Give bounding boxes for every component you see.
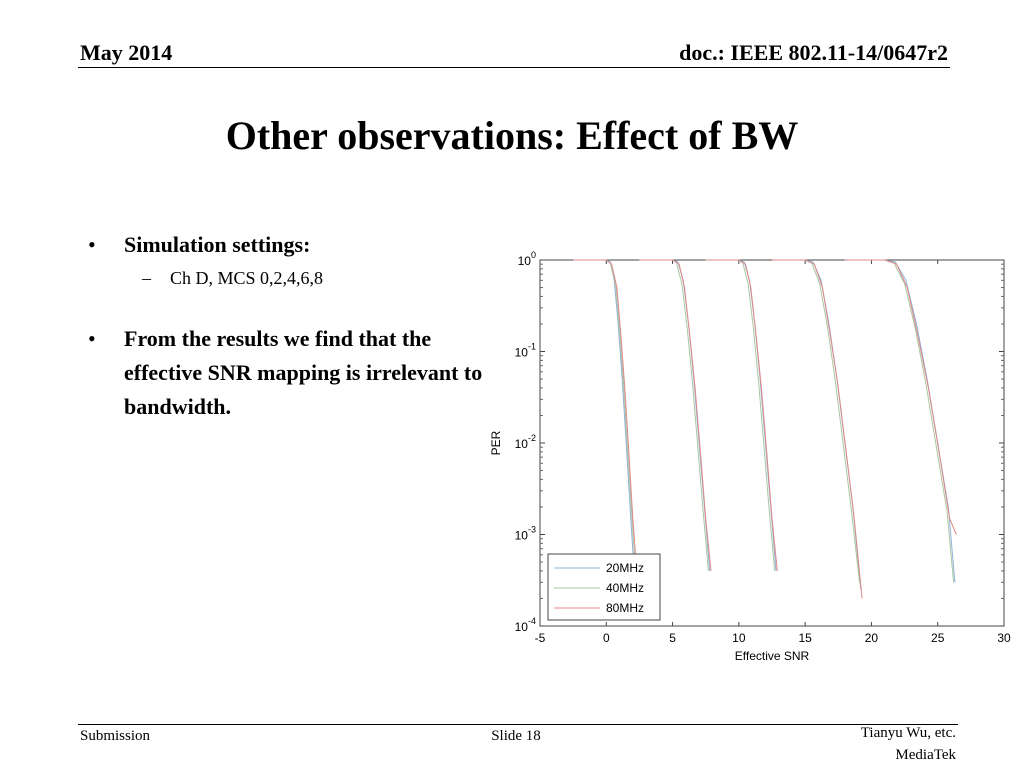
legend-label: 80MHz <box>606 601 644 615</box>
bullet-icon: • <box>88 326 96 351</box>
series-line-80MHz <box>705 259 778 571</box>
x-axis-label: Effective SNR <box>735 649 810 663</box>
legend-box <box>547 553 661 621</box>
footer-affiliation: MediaTek <box>895 747 956 763</box>
series-line-80MHz <box>639 259 712 571</box>
dash-icon: – <box>142 268 151 288</box>
sub-bullet-item: – Ch D, MCS 0,2,4,6,8 <box>88 264 488 292</box>
bullet-list: • Simulation settings: – Ch D, MCS 0,2,4… <box>88 228 488 424</box>
header-rule <box>78 67 950 68</box>
series-line-80MHz <box>772 259 863 599</box>
footer-author: Tianyu Wu, etc. MediaTek <box>861 722 956 766</box>
y-tick-label: 10-2 <box>515 433 536 451</box>
x-tick-label: 30 <box>997 631 1011 645</box>
x-tick-label: 25 <box>931 631 945 645</box>
x-tick-label: 0 <box>603 631 610 645</box>
series-line-80MHz <box>573 259 638 571</box>
footer-slide-number: Slide 18 <box>491 728 541 744</box>
footer-submission: Submission <box>80 728 151 744</box>
x-tick-label: 15 <box>798 631 812 645</box>
bullet-item: • Simulation settings: <box>88 228 488 262</box>
bullet-text: Simulation settings: <box>124 232 311 257</box>
slide-title: Other observations: Effect of BW <box>225 113 799 158</box>
x-tick-label: 20 <box>865 631 879 645</box>
footer-rule <box>78 724 958 725</box>
footer-author-name: Tianyu Wu, etc. <box>860 725 956 741</box>
series-line-80MHz <box>844 259 957 535</box>
x-tick-label: -5 <box>535 631 546 645</box>
sub-bullet-text: Ch D, MCS 0,2,4,6,8 <box>170 268 324 288</box>
per-chart: -5 0 5 10 15 20 25 30 100 10-1 10-2 10-3 10-4 Effecti… <box>489 250 1011 663</box>
header-doc-id: doc.: IEEE 802.11-14/0647r2 <box>679 40 948 65</box>
y-tick-label: 10-4 <box>515 616 536 634</box>
x-tick-label: 10 <box>732 631 746 645</box>
y-tick-label: 100 <box>518 250 536 268</box>
y-tick-label: 10-3 <box>515 525 536 543</box>
bullet-item: • From the results we find that the effe… <box>88 322 488 424</box>
legend-label: 20MHz <box>606 561 644 575</box>
y-tick-label: 10-1 <box>515 342 536 360</box>
header-date: May 2014 <box>80 40 173 65</box>
y-axis-label: PER <box>489 430 503 455</box>
bullet-icon: • <box>88 232 96 257</box>
bullet-text: From the results we find that the effect… <box>124 326 483 419</box>
x-tick-label: 5 <box>669 631 676 645</box>
legend-label: 40MHz <box>606 581 644 595</box>
